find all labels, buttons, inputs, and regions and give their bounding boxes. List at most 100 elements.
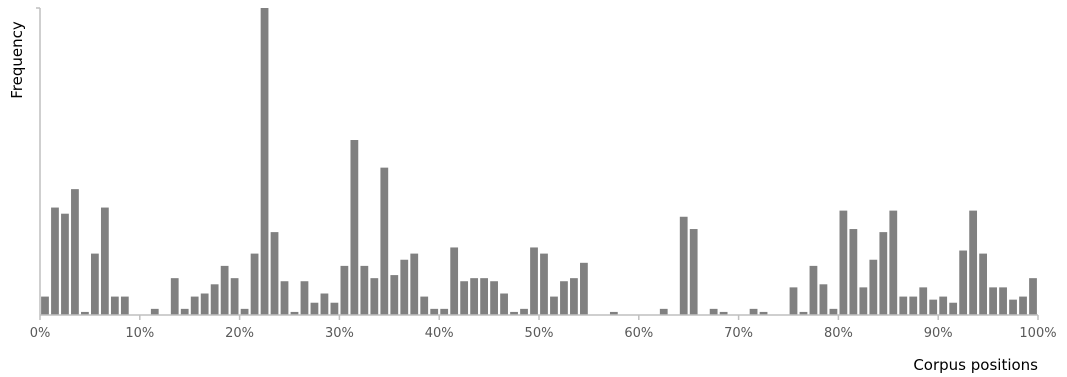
bar: [330, 302, 339, 315]
bar: [919, 287, 928, 315]
bar: [969, 210, 978, 315]
bar: [849, 229, 858, 315]
bar: [460, 281, 469, 315]
bar: [400, 259, 409, 315]
bar: [190, 296, 199, 315]
bar: [110, 296, 119, 315]
bar: [120, 296, 129, 315]
bar: [939, 296, 948, 315]
bars: [41, 8, 1037, 315]
bar: [420, 296, 429, 315]
x-tick-label: 30%: [325, 326, 354, 341]
bar: [689, 229, 698, 315]
bar: [240, 308, 249, 315]
bar: [470, 278, 479, 315]
bar: [370, 278, 379, 315]
bar: [300, 281, 309, 315]
bar: [91, 253, 99, 315]
bar: [360, 265, 369, 315]
bar: [540, 253, 548, 315]
x-tick-label: 60%: [624, 326, 653, 341]
bar: [659, 308, 668, 315]
bar: [260, 8, 269, 315]
x-tick-label: 20%: [225, 326, 254, 341]
bar: [959, 250, 968, 315]
bar: [250, 253, 259, 315]
bar: [320, 293, 329, 315]
bar: [100, 207, 109, 315]
bar: [859, 287, 868, 315]
x-tick-label: 70%: [724, 326, 753, 341]
x-axis-tick-labels: 0% 10% 20% 30% 40% 50% 60% 70% 80% 90% 100%: [30, 326, 1057, 341]
bar: [570, 278, 578, 315]
bar: [560, 281, 568, 315]
bar: [679, 216, 688, 315]
bar: [150, 308, 159, 315]
bar: [450, 247, 459, 315]
bar: [290, 311, 299, 315]
bar: [749, 308, 758, 315]
bar: [230, 278, 239, 315]
x-tick-label: 40%: [425, 326, 454, 341]
x-axis-title: Corpus positions: [913, 356, 1038, 374]
x-tick-label: 90%: [924, 326, 953, 341]
bar: [709, 308, 718, 315]
bar: [440, 308, 449, 315]
bar: [270, 232, 279, 315]
bar: [280, 281, 289, 315]
bar: [170, 278, 179, 315]
bar: [180, 308, 189, 315]
bar: [200, 293, 209, 315]
bar: [51, 207, 59, 315]
bar: [210, 284, 219, 315]
bar: [340, 265, 349, 315]
bar: [520, 308, 528, 315]
bar: [430, 308, 439, 315]
bar: [61, 213, 69, 315]
bar: [1009, 299, 1017, 315]
bar: [839, 210, 848, 315]
bar: [929, 299, 938, 315]
bar: [889, 210, 898, 315]
bar: [580, 262, 588, 315]
bar: [989, 287, 997, 315]
bar: [390, 275, 399, 315]
bar: [869, 259, 878, 315]
bar: [480, 278, 488, 315]
x-tick-label: 100%: [1019, 326, 1056, 341]
bar: [71, 189, 79, 315]
bar: [1029, 278, 1037, 315]
bar: [899, 296, 908, 315]
x-axis-ticks: [36, 7, 1039, 320]
bar: [799, 311, 808, 315]
bar: [41, 296, 49, 315]
bar: [510, 311, 518, 315]
bar: [819, 284, 828, 315]
bar: [829, 308, 838, 315]
y-axis-title: Frequency: [8, 21, 26, 99]
bar: [999, 287, 1007, 315]
bar: [410, 253, 419, 315]
x-tick-label: 0%: [30, 326, 51, 341]
bar: [809, 265, 818, 315]
x-tick-label: 10%: [125, 326, 154, 341]
bar: [759, 311, 768, 315]
bar: [490, 281, 498, 315]
bar: [220, 265, 229, 315]
bar: [380, 167, 389, 315]
bar: [550, 296, 558, 315]
bar: [1019, 296, 1027, 315]
bar: [310, 302, 319, 315]
bar: [879, 232, 888, 315]
bar: [500, 293, 508, 315]
bar: [789, 287, 798, 315]
bar: [949, 302, 958, 315]
bar: [530, 247, 538, 315]
bar: [81, 311, 89, 315]
bar: [350, 140, 359, 315]
x-tick-label: 80%: [824, 326, 853, 341]
bar: [979, 253, 987, 315]
bar: [909, 296, 918, 315]
